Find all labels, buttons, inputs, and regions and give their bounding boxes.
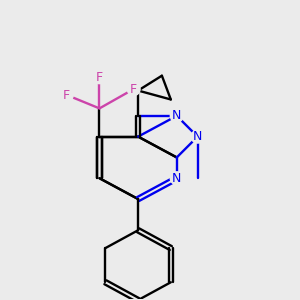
Text: N: N [172,172,182,185]
Circle shape [60,88,73,101]
Text: N: N [172,109,182,122]
Circle shape [170,110,183,122]
Circle shape [170,172,183,185]
Circle shape [93,71,106,84]
Text: F: F [130,82,137,96]
Circle shape [127,82,140,95]
Text: N: N [193,130,202,143]
Circle shape [191,130,204,143]
Text: F: F [96,71,103,84]
Text: F: F [63,88,70,101]
